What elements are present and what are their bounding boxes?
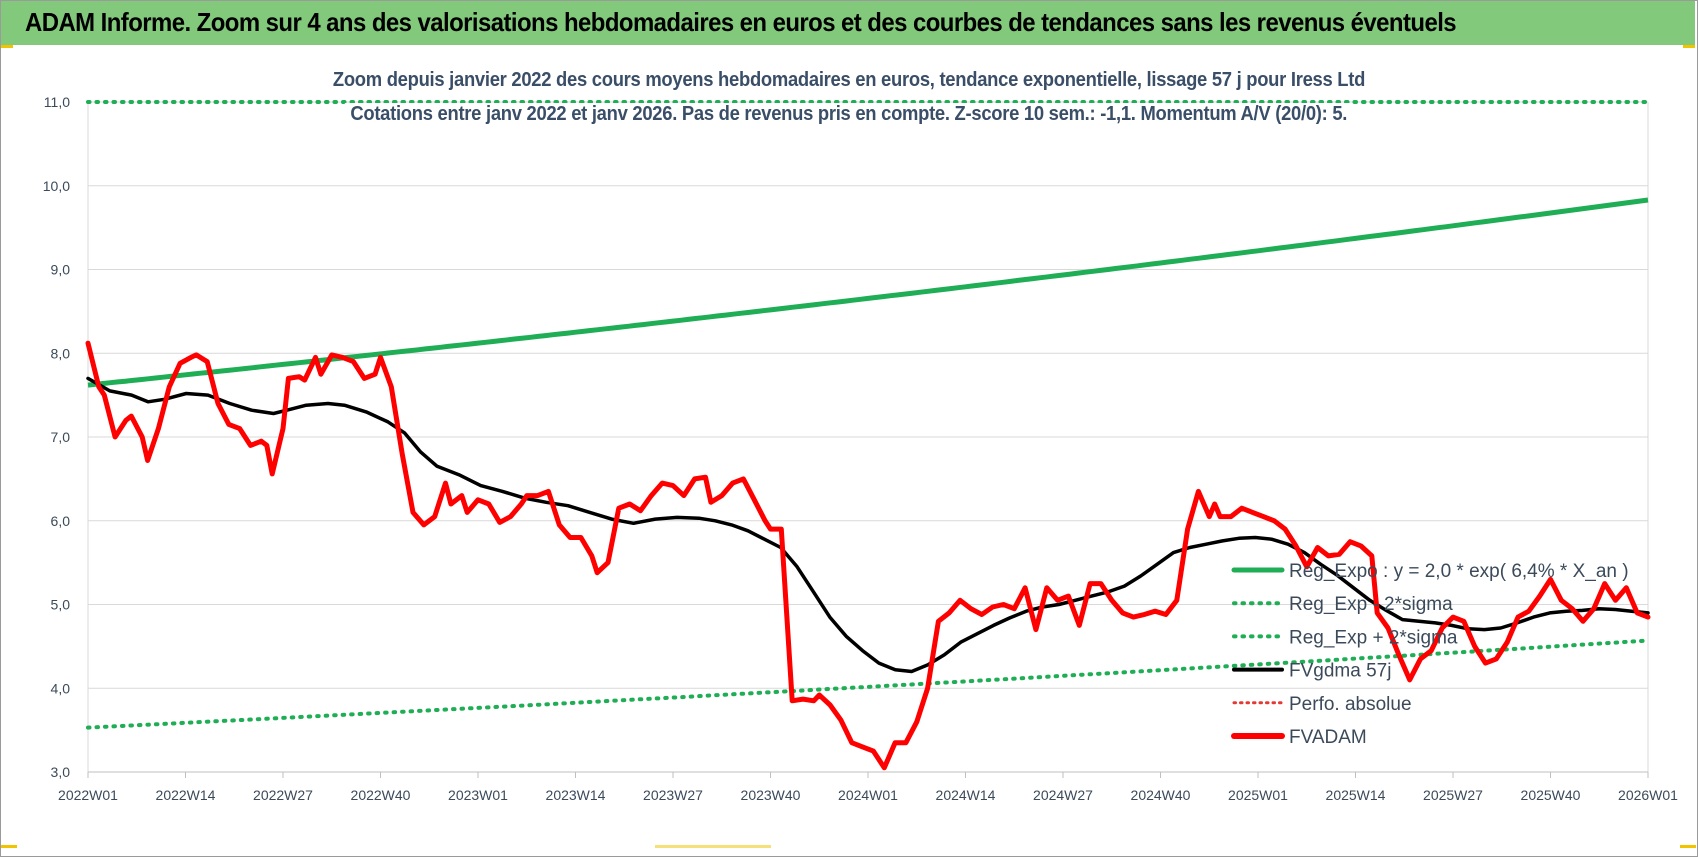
title-banner: ADAM Informe. Zoom sur 4 ans des valoris… (1, 1, 1695, 45)
x-tick-label: 2022W27 (253, 787, 313, 803)
y-tick-label: 8,0 (51, 345, 71, 361)
y-tick-label: 11,0 (44, 94, 70, 110)
x-tick-label: 2024W27 (1033, 787, 1093, 803)
series-reg-exp-minus-2sigma (86, 638, 1650, 730)
x-tick-label: 2023W27 (643, 787, 703, 803)
series-fvgdma-57j (86, 376, 1650, 674)
x-tick-label: 2025W40 (1521, 787, 1581, 803)
y-tick-label: 10,0 (43, 178, 70, 194)
x-tick-label: 2022W01 (58, 787, 118, 803)
corner-mark-bottom-center (655, 845, 771, 848)
x-tick-label: 2025W27 (1423, 787, 1483, 803)
corner-mark-tr-h (1683, 45, 1695, 48)
legend-label: Reg_Exp + 2*sigma (1289, 627, 1458, 648)
x-tick-label: 2024W14 (936, 787, 996, 803)
x-axis-ticks: 2022W01 2022W14 2022W27 2022W40 2023W01 2023W… (58, 772, 1678, 803)
legend-label: Reg_Expo : y = 2,0 * exp( 6,4% * X_an ) (1289, 561, 1629, 582)
x-tick-label: 2023W14 (546, 787, 606, 803)
x-tick-label: 2024W40 (1131, 787, 1191, 803)
series-layer (85, 100, 1651, 771)
corner-mark-bl (1, 845, 17, 848)
x-tick-label: 2025W14 (1326, 787, 1386, 803)
corner-mark-br (1680, 845, 1696, 848)
y-tick-label: 7,0 (51, 429, 71, 445)
y-tick-label: 9,0 (51, 262, 71, 278)
y-tick-label: 6,0 (51, 513, 71, 529)
legend-label: FVADAM (1289, 727, 1367, 748)
y-axis-ticks: 3,0 4,0 5,0 6,0 7,0 8,0 9,0 10,0 11,0 (43, 94, 70, 780)
legend-label: Perfo. absolue (1289, 694, 1412, 715)
x-tick-label: 2023W01 (448, 787, 508, 803)
y-tick-label: 3,0 (51, 764, 71, 780)
x-tick-label: 2026W01 (1618, 787, 1678, 803)
legend: Reg_Expo : y = 2,0 * exp( 6,4% * X_an ) R… (1231, 561, 1629, 748)
legend-label: FVgdma 57j (1289, 661, 1391, 682)
corner-mark-tl-h (1, 45, 13, 48)
x-tick-label: 2024W01 (838, 787, 898, 803)
x-tick-label: 2025W01 (1228, 787, 1288, 803)
y-tick-label: 5,0 (51, 597, 71, 613)
y-tick-label: 4,0 (51, 680, 71, 696)
legend-label: Reg_Exp - 2*sigma (1289, 594, 1453, 615)
series-reg-expo (87, 197, 1649, 388)
x-tick-label: 2022W40 (351, 787, 411, 803)
x-tick-label: 2023W40 (741, 787, 801, 803)
chart-title-line-1: Zoom depuis janvier 2022 des cours moyen… (0, 69, 1698, 92)
banner-title: ADAM Informe. Zoom sur 4 ans des valoris… (25, 7, 1457, 37)
series-fvadam (85, 340, 1651, 771)
chart-title-line-2: Cotations entre janv 2022 et janv 2026. … (0, 103, 1698, 126)
x-tick-label: 2022W14 (156, 787, 216, 803)
